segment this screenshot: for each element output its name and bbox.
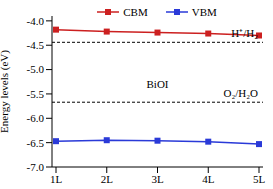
html-text:CBM: CBM (123, 6, 148, 18)
svg-text:O₂/H₂O: O₂/H₂O (223, 87, 258, 99)
svg-text:-6.5: -6.5 (27, 137, 45, 149)
svg-text:1L: 1L (50, 173, 63, 185)
svg-text:4L: 4L (202, 173, 215, 185)
svg-text:3L: 3L (151, 173, 164, 185)
html-text:VBM: VBM (191, 6, 217, 18)
svg-text:-4.5: -4.5 (27, 39, 45, 51)
svg-text:-5.0: -5.0 (27, 63, 45, 75)
svg-text:-7.0: -7.0 (27, 161, 45, 173)
svg-text:Energy levels (eV): Energy levels (eV) (8, 50, 11, 133)
svg-text:5L: 5L (253, 173, 265, 185)
svg-text:-4.0: -4.0 (27, 15, 45, 27)
svg-text:H⁺/H₂: H⁺/H₂ (231, 27, 258, 39)
svg-text:-5.5: -5.5 (27, 88, 45, 100)
svg-text:2L: 2L (101, 173, 114, 185)
svg-text:BiOI: BiOI (147, 78, 169, 90)
svg-text:-6.0: -6.0 (27, 112, 45, 124)
